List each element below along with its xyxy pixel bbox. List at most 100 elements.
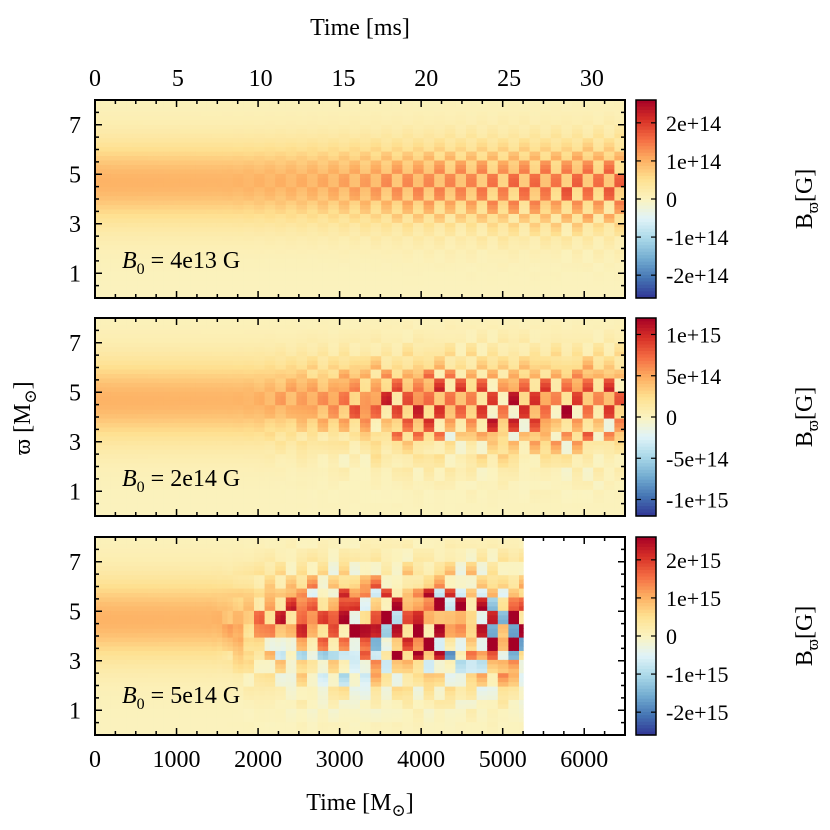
heatmap-cell (545, 133, 552, 139)
heatmap-cell (328, 208, 335, 214)
heatmap-cell (375, 266, 382, 272)
heatmap-cell (397, 284, 403, 290)
heatmap-cell (137, 101, 144, 108)
heatmap-cell (206, 231, 213, 237)
heatmap-cell (413, 284, 419, 290)
heatmap-cell (381, 133, 388, 139)
heatmap-cell (169, 100, 176, 103)
heatmap-cell (148, 168, 154, 174)
heatmap-cell (100, 480, 107, 486)
heatmap-cell (291, 159, 297, 165)
heatmap-cell (572, 146, 578, 152)
heatmap-cell (116, 266, 123, 272)
heatmap-cell (561, 253, 568, 259)
heatmap-cell (434, 240, 441, 246)
heatmap-cell (285, 284, 292, 290)
heatmap-cell (587, 164, 594, 170)
heatmap-cell (360, 110, 366, 116)
heatmap-cell (519, 146, 525, 152)
heatmap-cell (137, 106, 144, 112)
heatmap-cell (550, 217, 557, 223)
heatmap-cell (566, 280, 573, 286)
heatmap-cell (142, 195, 149, 201)
heatmap-cell (158, 119, 165, 125)
heatmap-cell (291, 262, 297, 268)
heatmap-cell (481, 177, 488, 183)
heatmap-cell (508, 249, 515, 255)
heatmap-cell (296, 115, 303, 121)
heatmap-cell (201, 100, 207, 103)
heatmap-cell (179, 173, 186, 179)
heatmap-cell (121, 400, 128, 406)
heatmap-cell (593, 271, 600, 277)
heatmap-cell (121, 186, 128, 192)
heatmap-cell (556, 124, 562, 130)
heatmap-cell (524, 155, 531, 161)
heatmap-cell (100, 431, 107, 437)
heatmap-cell (211, 133, 218, 139)
heatmap-cell (105, 502, 112, 508)
heatmap-cell (593, 155, 600, 161)
heatmap-cell (227, 289, 234, 295)
heatmap-cell (534, 204, 541, 210)
heatmap-cell (598, 240, 605, 246)
heatmap-cell (487, 213, 494, 219)
heatmap-cell (222, 275, 229, 281)
heatmap-cell (100, 182, 107, 188)
heatmap-cell (619, 213, 625, 219)
heatmap-cell (121, 382, 128, 388)
heatmap-cell (206, 101, 213, 108)
heatmap-cell (603, 106, 610, 112)
heatmap-cell (481, 217, 488, 223)
heatmap-cell (211, 115, 218, 121)
heatmap-cell (418, 177, 425, 183)
heatmap-cell (110, 133, 117, 139)
heatmap-cell (614, 271, 621, 277)
heatmap-cell (619, 222, 625, 228)
heatmap-cell (577, 275, 584, 281)
heatmap-cell (487, 101, 494, 108)
heatmap-cell (254, 266, 260, 272)
heatmap-cell (264, 173, 271, 179)
heatmap-cell (370, 266, 377, 272)
top-x-tick-label: 10 (249, 66, 273, 92)
heatmap-cell (95, 110, 101, 116)
heatmap-cell (566, 262, 573, 268)
heatmap-cell (603, 195, 610, 201)
heatmap-cell (391, 191, 398, 197)
heatmap-cell (519, 226, 525, 232)
heatmap-cell (126, 177, 133, 183)
heatmap-cell (619, 226, 625, 232)
heatmap-cell (126, 271, 133, 277)
heatmap-cell (163, 146, 170, 152)
heatmap-cell (153, 128, 160, 134)
heatmap-cell (439, 244, 446, 250)
heatmap-cell (545, 199, 552, 206)
heatmap-cell (312, 217, 319, 223)
heatmap-cell (153, 244, 160, 250)
heatmap-cell (550, 253, 557, 259)
heatmap-cell (354, 208, 361, 214)
heatmap-cell (238, 101, 244, 108)
heatmap-cell (503, 222, 509, 228)
heatmap-cell (322, 173, 329, 179)
heatmap-cell (391, 119, 398, 125)
heatmap-cell (375, 133, 382, 139)
heatmap-cell (365, 257, 372, 263)
heatmap-cell (95, 360, 101, 366)
heatmap-cell (179, 119, 186, 125)
heatmap-cell (195, 289, 202, 295)
heatmap-cell (121, 100, 128, 103)
heatmap-cell (322, 244, 329, 250)
heatmap-cell (466, 168, 472, 174)
heatmap-cell (328, 128, 335, 134)
heatmap-cell (264, 199, 271, 206)
heatmap-cell (386, 271, 393, 277)
heatmap-cell (121, 168, 128, 174)
heatmap-cell (577, 186, 584, 192)
heatmap-cell (269, 235, 276, 241)
heatmap-cell (116, 337, 123, 343)
heatmap-cell (248, 195, 255, 201)
heatmap-cell (153, 110, 160, 116)
heatmap-cell (455, 191, 462, 197)
